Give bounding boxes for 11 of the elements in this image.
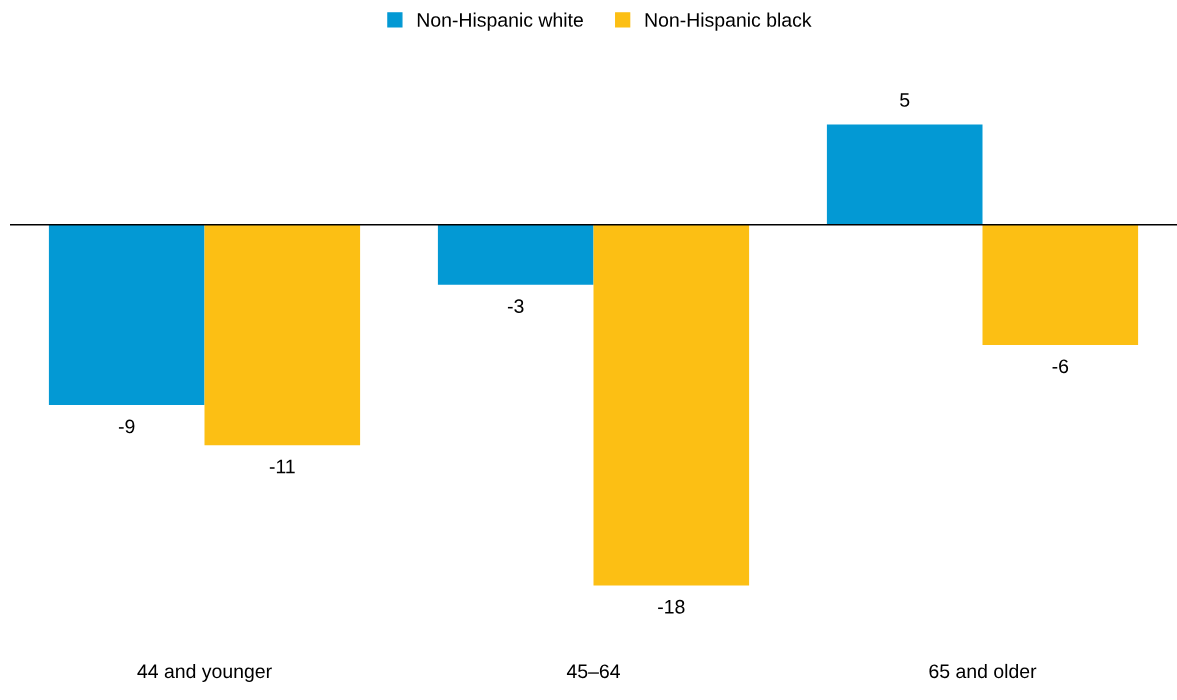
legend-label: Non-Hispanic black [645, 12, 812, 31]
data-label: 5 [900, 93, 910, 107]
data-label: -11 [269, 459, 295, 474]
data-label: -9 [118, 419, 135, 434]
data-label: -18 [658, 599, 685, 614]
x-tick-label: 44 and younger [137, 663, 272, 683]
x-tick-label: 45–64 [566, 664, 620, 679]
data-label: -3 [507, 299, 524, 314]
x-tick-label: 65 and older [929, 663, 1037, 679]
legend-label: Non-Hispanic white [417, 12, 583, 31]
data-label: -6 [1052, 359, 1069, 374]
